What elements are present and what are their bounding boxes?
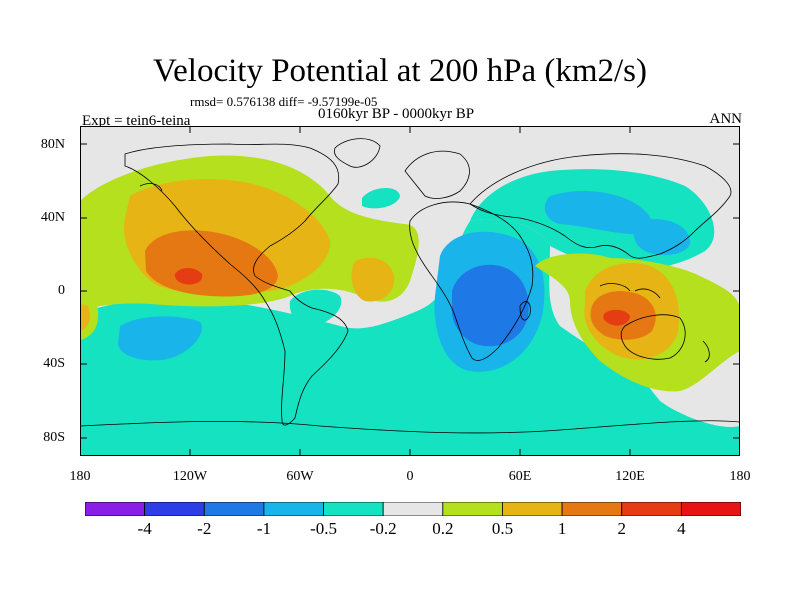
colorbar-swatch bbox=[203, 502, 265, 516]
colorbar-level-label: -0.5 bbox=[310, 519, 337, 538]
lat-label-0: 0 bbox=[58, 283, 65, 298]
colorbar-level-label: 4 bbox=[677, 519, 686, 538]
colorbar-swatch bbox=[263, 502, 324, 516]
colorbar-swatch bbox=[680, 502, 741, 516]
map-frame bbox=[80, 126, 740, 456]
colorbar-swatch bbox=[502, 502, 563, 516]
positive-region-atlantic-orange bbox=[351, 257, 395, 302]
stats-line: rmsd= 0.576138 diff= -9.57199e-05 bbox=[190, 94, 378, 109]
colorbar-swatch bbox=[144, 502, 205, 516]
lon-label-60e: 60E bbox=[508, 469, 532, 484]
colorbar-level-label: -4 bbox=[137, 519, 152, 538]
colorbar-level-label: 1 bbox=[557, 519, 567, 538]
negative-core-africa-dark bbox=[451, 264, 529, 347]
lon-label-60w: 60W bbox=[286, 469, 314, 484]
colorbar-swatch bbox=[442, 502, 503, 516]
colorbar-swatch bbox=[621, 502, 682, 516]
colorbar-swatch bbox=[323, 502, 384, 516]
lon-label-0: 0 bbox=[406, 469, 414, 484]
negative-region-southern-belt bbox=[80, 219, 740, 456]
colorbar-level-label: 0.2 bbox=[432, 519, 454, 538]
figure-title: Velocity Potential at 200 hPa (km2/s) bbox=[152, 53, 648, 89]
lon-label-180-east: 180 bbox=[729, 469, 751, 484]
negative-core-pacific-light bbox=[118, 316, 202, 361]
negative-core-asia-light bbox=[544, 191, 653, 235]
velocity-potential-map bbox=[80, 126, 740, 456]
colorbar-swatch bbox=[85, 502, 146, 516]
negative-region-atlantic-small bbox=[362, 187, 400, 209]
lat-label-40s: 40S bbox=[43, 356, 65, 371]
colorbar-level-label: -0.2 bbox=[369, 519, 397, 538]
colorbar-level-label: -2 bbox=[197, 519, 212, 538]
negative-region-south-america bbox=[289, 289, 342, 326]
coastlines bbox=[80, 138, 740, 434]
lon-label-180-west: 180 bbox=[69, 469, 91, 484]
map-tick-marks bbox=[80, 126, 740, 456]
colorbar bbox=[85, 502, 741, 516]
colorbar-swatch bbox=[561, 502, 623, 516]
positive-region-west-edge-orange bbox=[80, 304, 90, 331]
lat-label-40n: 40N bbox=[40, 210, 65, 225]
lat-label-80s: 80S bbox=[43, 430, 65, 445]
colorbar-level-label: 2 bbox=[617, 519, 626, 538]
colorbar-swatch bbox=[382, 502, 444, 516]
positive-max-indo-pacific bbox=[603, 309, 630, 326]
lat-label-80n: 80N bbox=[40, 137, 65, 152]
colorbar-level-label: -1 bbox=[256, 519, 271, 538]
experiment-label: Expt = tein6-teina bbox=[82, 113, 191, 129]
positive-max-americas bbox=[174, 268, 203, 285]
colorbar-level-label: 0.5 bbox=[491, 519, 514, 538]
period-line: 0160kyr BP - 0000kyr BP bbox=[318, 106, 475, 122]
season-label: ANN bbox=[709, 111, 743, 127]
lon-label-120w: 120W bbox=[172, 469, 208, 484]
lon-label-120e: 120E bbox=[615, 469, 645, 484]
